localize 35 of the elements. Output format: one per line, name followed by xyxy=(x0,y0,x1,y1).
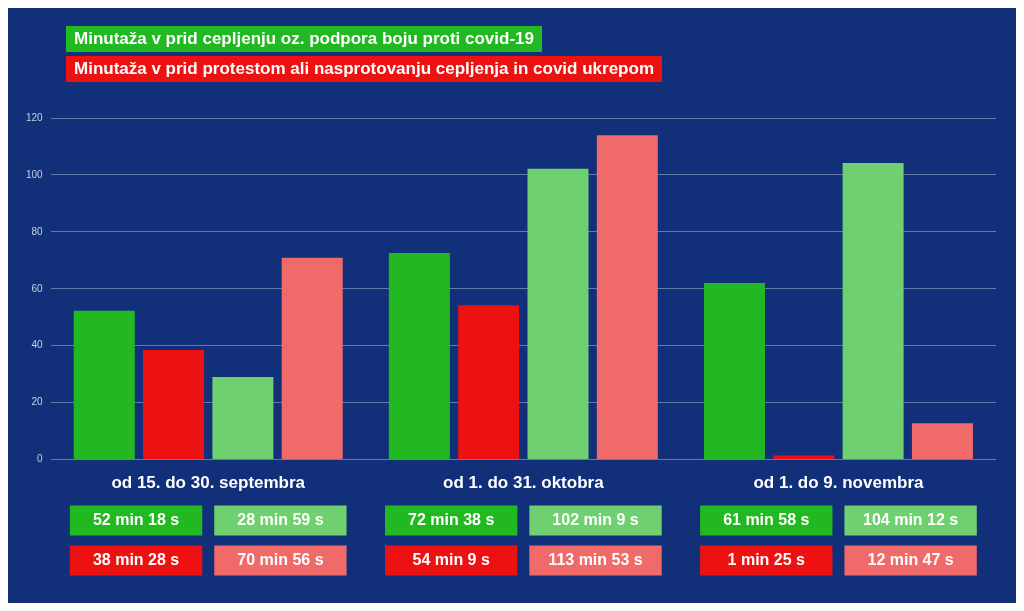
x-tick-label: od 15. do 30. septembra xyxy=(111,473,306,493)
text: Minutaža v prid cepljenju oz. podpora boju proti covid-19 xyxy=(66,26,542,52)
text: 52 min 18 s xyxy=(92,511,180,529)
bar xyxy=(596,135,658,460)
bar xyxy=(527,168,589,460)
y-tick-label: 0 xyxy=(37,453,44,465)
text: 38 min 28 s xyxy=(92,551,180,569)
bar xyxy=(911,423,973,460)
text: Minutaža v prid protestom ali nasprotovanju cepljenja in covid ukrepom xyxy=(66,56,662,82)
bar xyxy=(842,162,904,460)
bar xyxy=(458,305,520,460)
text: 54 min 9 s xyxy=(412,551,490,569)
text: 72 min 38 s xyxy=(408,511,495,529)
bar xyxy=(281,257,343,460)
text: 12 min 47 s xyxy=(867,551,954,569)
text: 102 min 9 s xyxy=(552,511,639,529)
x-tick-label: od 1. do 9. novembra xyxy=(753,473,924,493)
text: 61 min 58 s xyxy=(723,511,810,529)
text: 113 min 53 s xyxy=(548,551,643,569)
bar xyxy=(73,310,135,460)
bar xyxy=(388,252,450,460)
text: 70 min 56 s xyxy=(237,551,324,569)
y-tick-label: 100 xyxy=(26,168,44,180)
y-tick-label: 120 xyxy=(26,111,44,123)
y-tick-label: 20 xyxy=(31,396,44,408)
text: 28 min 59 s xyxy=(237,511,324,529)
text: 104 min 12 s xyxy=(863,511,959,529)
bar xyxy=(143,350,205,460)
y-tick-label: 80 xyxy=(31,225,44,237)
text: 1 min 25 s xyxy=(727,551,806,569)
y-tick-label: 60 xyxy=(31,282,44,294)
x-tick-label: od 1. do 31. oktobra xyxy=(443,473,605,493)
bar xyxy=(703,283,765,460)
y-tick-label: 40 xyxy=(31,339,44,351)
bar xyxy=(212,377,274,460)
